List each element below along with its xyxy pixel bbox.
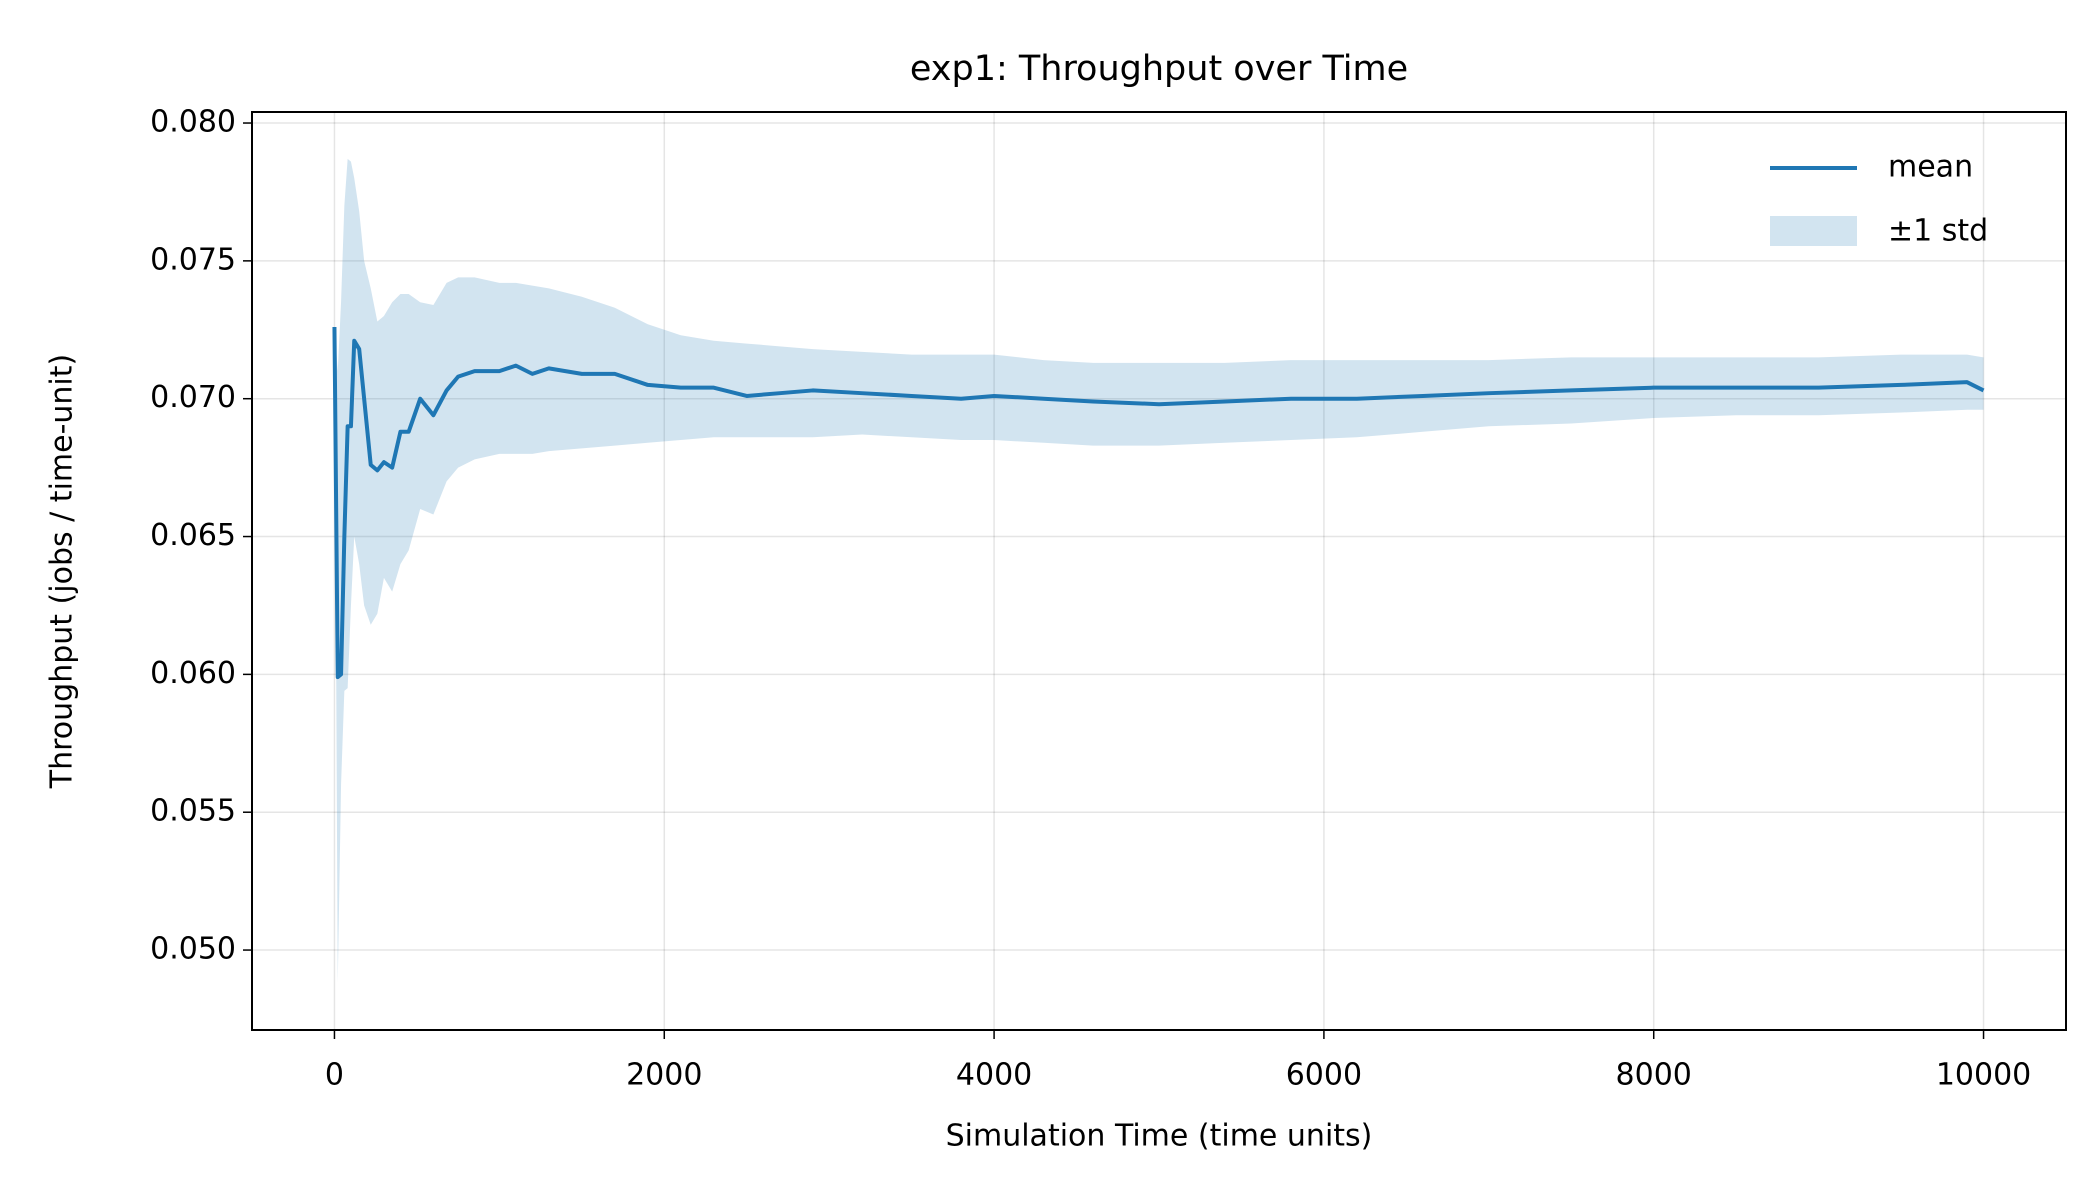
y-axis-label: Throughput (jobs / time-unit) [45, 354, 80, 789]
x-axis-label: Simulation Time (time units) [946, 1119, 1373, 1154]
y-tick-label: 0.070 [150, 380, 236, 415]
mean-line [332, 327, 1985, 680]
plot-frame [251, 111, 2067, 1031]
y-tick-label: 0.080 [150, 105, 236, 140]
x-tick-label: 6000 [1286, 1058, 1362, 1093]
y-tick-label: 0.055 [150, 794, 236, 829]
legend-patch [1770, 216, 1857, 246]
y-tick-label: 0.065 [150, 518, 236, 553]
x-tick-label: 8000 [1616, 1058, 1692, 1093]
x-tick-label: 2000 [626, 1058, 702, 1093]
y-tick-label: 0.050 [150, 932, 236, 967]
legend-label: ±1 std [1888, 214, 1988, 249]
x-tick-label: 0 [325, 1058, 344, 1093]
x-tick-label: 10000 [1936, 1058, 2031, 1093]
y-tick-label: 0.060 [150, 656, 236, 691]
y-tick-label: 0.075 [150, 242, 236, 277]
legend-label: mean [1888, 150, 1973, 185]
x-tick-label: 4000 [956, 1058, 1032, 1093]
std-band [334, 158, 1984, 984]
chart-title: exp1: Throughput over Time [910, 49, 1408, 89]
